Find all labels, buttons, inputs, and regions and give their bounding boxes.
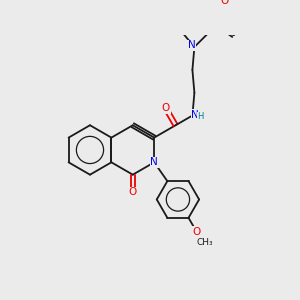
- Text: O: O: [129, 187, 137, 197]
- Text: O: O: [162, 103, 170, 113]
- Text: N: N: [188, 40, 196, 50]
- Text: O: O: [221, 0, 229, 6]
- Text: O: O: [192, 226, 201, 237]
- Text: N: N: [150, 157, 158, 167]
- Text: N: N: [191, 110, 199, 120]
- Text: H: H: [197, 112, 203, 121]
- Text: CH₃: CH₃: [196, 238, 213, 247]
